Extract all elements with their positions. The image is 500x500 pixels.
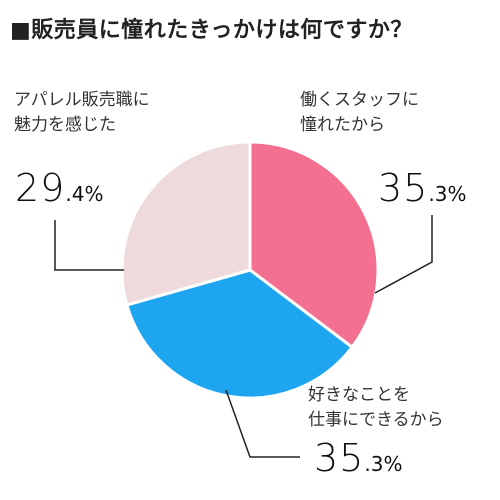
slice-label-apparel: アパレル販売職に 魅力を感じた <box>14 88 150 138</box>
percent-decimal: .3% <box>364 452 403 476</box>
slice-label-line: アパレル販売職に <box>14 90 150 110</box>
slice-label-line: 魅力を感じた <box>14 115 116 135</box>
slice-label-hobby: 好きなことを 仕事にできるから <box>308 383 444 433</box>
pie-slice-apparel <box>120 140 252 307</box>
percent-decimal: .3% <box>428 182 467 206</box>
percent-decimal: .4% <box>65 182 104 206</box>
percent-label-hobby: 35.3% <box>314 436 402 480</box>
leader-line-apparel <box>54 220 124 271</box>
percent-label-staff: 35.3% <box>378 166 466 210</box>
pie-slice-hobby <box>125 268 355 400</box>
slice-label-line: 好きなことを <box>308 385 410 405</box>
chart-title: ■販売員に憧れたきっかけは何ですか？ <box>10 18 413 43</box>
percent-label-apparel: 29.4% <box>15 166 103 210</box>
slice-label-staff: 働くスタッフに 憧れたから <box>300 88 419 138</box>
slice-label-line: 働くスタッフに <box>300 90 419 110</box>
leader-line-hobby <box>225 389 300 458</box>
slice-label-line: 憧れたから <box>300 115 385 135</box>
percent-integer: 29 <box>15 166 66 210</box>
slice-label-line: 仕事にできるから <box>308 410 444 430</box>
leader-line-staff <box>374 215 433 294</box>
pie-slice-staff <box>248 140 380 350</box>
percent-integer: 35 <box>378 166 429 210</box>
percent-integer: 35 <box>314 436 365 480</box>
